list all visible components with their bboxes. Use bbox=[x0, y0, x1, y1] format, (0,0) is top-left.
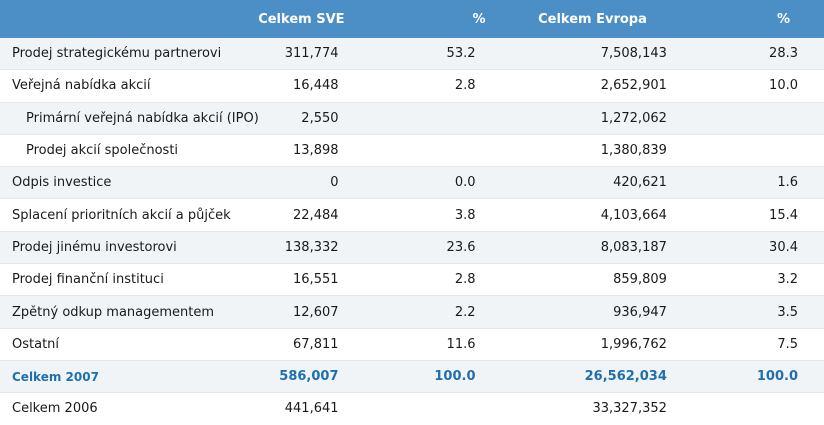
table-row: Odpis investice 0 0.0 420,621 1.6 bbox=[0, 166, 824, 200]
sve-value: 138,332 bbox=[241, 231, 349, 265]
eu-percent bbox=[676, 102, 824, 135]
row-label: Zpětný odkup managementem bbox=[0, 295, 242, 329]
table-row: Prodej finanční instituci 16,551 2.8 859… bbox=[0, 263, 824, 297]
sve-value: 12,607 bbox=[241, 295, 349, 329]
sve-value: 2,550 bbox=[241, 102, 349, 135]
eu-percent: 7.5 bbox=[676, 328, 824, 361]
row-label: Celkem 2007 bbox=[0, 360, 242, 394]
eu-percent bbox=[677, 393, 824, 425]
header-sve-percent: % bbox=[348, 0, 486, 38]
row-label: Veřejná nabídka akcií bbox=[0, 69, 242, 103]
sve-value: 16,551 bbox=[241, 263, 349, 297]
header-celkem-evropa: Celkem Evropa bbox=[485, 0, 677, 38]
sve-value: 441,641 bbox=[284, 401, 339, 417]
eu-value: 936,947 bbox=[485, 295, 677, 329]
sve-percent: 53.2 bbox=[348, 38, 486, 71]
sve-percent: 3.8 bbox=[348, 198, 486, 232]
sve-percent: 100.0 bbox=[348, 360, 486, 394]
eu-percent: 28.3 bbox=[676, 38, 824, 71]
eu-value: 4,103,664 bbox=[485, 198, 677, 232]
total-row-2006: Celkem 2006 441,641 33,327,352 bbox=[0, 393, 824, 425]
table-row: Prodej jinému investorovi 138,332 23.6 8… bbox=[0, 231, 824, 265]
row-label: Odpis investice bbox=[0, 166, 242, 200]
table-row: Zpětný odkup managementem 12,607 2.2 936… bbox=[0, 295, 824, 329]
eu-percent bbox=[676, 134, 824, 168]
row-label: Prodej jinému investorovi bbox=[0, 231, 242, 265]
sve-percent bbox=[348, 102, 486, 135]
eu-value: 8,083,187 bbox=[485, 231, 677, 265]
table-row: Prodej strategickému partnerovi 311,774 … bbox=[0, 38, 824, 71]
eu-value: 1,272,062 bbox=[485, 102, 677, 135]
row-label: Prodej finanční instituci bbox=[0, 263, 242, 297]
table-row: Splacení prioritních akcií a půjček 22,4… bbox=[0, 198, 824, 232]
row-label: Splacení prioritních akcií a půjček bbox=[0, 198, 242, 232]
sve-value: 586,007 bbox=[241, 360, 349, 394]
header-evropa-percent: % bbox=[676, 0, 824, 38]
sve-percent bbox=[349, 393, 486, 425]
eu-percent: 1.6 bbox=[676, 166, 824, 200]
eu-percent: 100.0 bbox=[676, 360, 824, 394]
row-label: Prodej strategickému partnerovi bbox=[0, 38, 242, 71]
eu-percent: 15.4 bbox=[676, 198, 824, 232]
header-row: Celkem SVE % Celkem Evropa % bbox=[0, 0, 824, 38]
eu-value: 1,996,762 bbox=[485, 328, 677, 361]
header-label bbox=[0, 0, 242, 38]
sve-percent: 2.8 bbox=[348, 263, 486, 297]
eu-value: 26,562,034 bbox=[485, 360, 677, 394]
table-row: Primární veřejná nabídka akcií (IPO) 2,5… bbox=[0, 102, 824, 135]
sve-percent: 2.8 bbox=[348, 69, 486, 103]
eu-value: 1,380,839 bbox=[485, 134, 677, 168]
eu-value: 859,809 bbox=[485, 263, 677, 297]
sve-percent: 11.6 bbox=[348, 328, 486, 361]
table-row: Ostatní 67,811 11.6 1,996,762 7.5 bbox=[0, 328, 824, 361]
eu-percent: 3.2 bbox=[676, 263, 824, 297]
row-label: Ostatní bbox=[0, 328, 242, 361]
total-row-2007: Celkem 2007 586,007 100.0 26,562,034 100… bbox=[0, 360, 824, 394]
header-celkem-sve: Celkem SVE bbox=[241, 0, 349, 38]
eu-value: 2,652,901 bbox=[485, 69, 677, 103]
row-label: Prodej akcií společnosti bbox=[0, 134, 242, 168]
sve-value: 67,811 bbox=[241, 328, 349, 361]
sve-percent: 0.0 bbox=[348, 166, 486, 200]
eu-percent: 30.4 bbox=[676, 231, 824, 265]
table-row: Prodej akcií společnosti 13,898 1,380,83… bbox=[0, 134, 824, 168]
sve-value: 311,774 bbox=[241, 38, 349, 71]
table-row: Veřejná nabídka akcií 16,448 2.8 2,652,9… bbox=[0, 69, 824, 103]
row-label: Celkem 2006 bbox=[12, 401, 98, 417]
sve-value: 13,898 bbox=[241, 134, 349, 168]
eu-value: 33,327,352 bbox=[592, 401, 667, 417]
sve-percent: 2.2 bbox=[348, 295, 486, 329]
sve-value: 22,484 bbox=[241, 198, 349, 232]
eu-value: 420,621 bbox=[485, 166, 677, 200]
row-label: Primární veřejná nabídka akcií (IPO) bbox=[0, 102, 259, 135]
sve-value: 16,448 bbox=[241, 69, 349, 103]
eu-percent: 10.0 bbox=[676, 69, 824, 103]
eu-percent: 3.5 bbox=[676, 295, 824, 329]
sve-percent: 23.6 bbox=[348, 231, 486, 265]
sve-percent bbox=[348, 134, 486, 168]
eu-value: 7,508,143 bbox=[485, 38, 677, 71]
sve-value: 0 bbox=[241, 166, 349, 200]
